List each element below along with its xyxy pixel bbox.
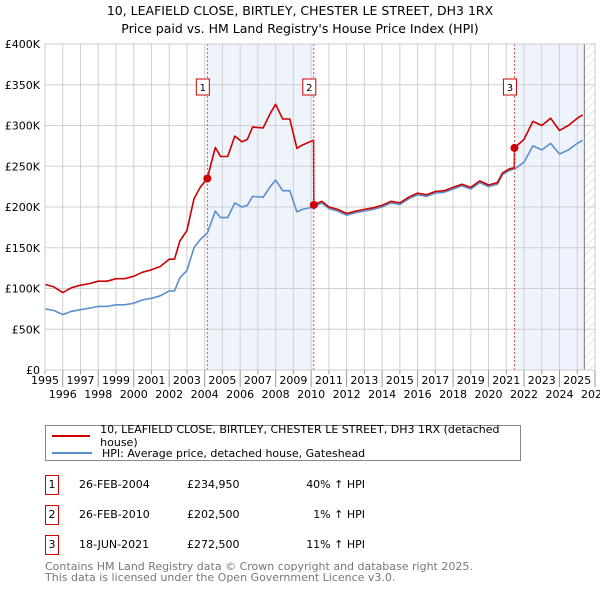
x-tick-label: 2003 xyxy=(173,374,201,387)
sale-marker: 3 xyxy=(45,535,59,555)
x-tick-label: 2019 xyxy=(457,374,485,387)
legend-swatch-red xyxy=(52,435,91,437)
footer-copyright: Contains HM Land Registry data © Crown c… xyxy=(45,560,473,573)
y-tick-label: £0 xyxy=(26,364,40,377)
x-tick-label: 1999 xyxy=(102,374,130,387)
sale-date: 26-FEB-2010 xyxy=(79,508,150,521)
legend-label: HPI: Average price, detached house, Gate… xyxy=(102,446,366,460)
sale-price: £272,500 xyxy=(187,538,240,551)
x-tick-label: 2004 xyxy=(191,388,219,401)
x-tick-label: 2015 xyxy=(386,374,414,387)
y-tick-label: £100K xyxy=(5,283,41,296)
sale-row: 3 18-JUN-2021 £272,500 11% ↑ HPI xyxy=(45,535,445,555)
y-tick-label: £350K xyxy=(5,79,41,92)
x-tick-label: 2026 xyxy=(581,388,600,401)
y-tick-label: £250K xyxy=(5,160,41,173)
sale-marker: 1 xyxy=(45,475,59,495)
plot-frame xyxy=(44,43,596,371)
x-tick-label: 2017 xyxy=(421,374,449,387)
sale-row: 2 26-FEB-2010 £202,500 1% ↑ HPI xyxy=(45,505,445,525)
x-tick-label: 2000 xyxy=(120,388,148,401)
sale-point xyxy=(510,143,519,152)
x-tick-label: 2020 xyxy=(475,388,503,401)
x-tick-label: 1996 xyxy=(49,388,77,401)
sale-row: 1 26-FEB-2004 £234,950 40% ↑ HPI xyxy=(45,475,445,495)
x-tick-label: 2012 xyxy=(333,388,361,401)
sale-label: 2 xyxy=(306,83,312,94)
legend-item-property: 10, LEAFIELD CLOSE, BIRTLEY, CHESTER LE … xyxy=(46,423,520,449)
x-tick-label: 2013 xyxy=(350,374,378,387)
sale-hpi-diff: 1% ↑ HPI xyxy=(313,508,365,521)
sale-marker: 2 xyxy=(45,505,59,525)
x-tick-label: 2005 xyxy=(208,374,236,387)
footer-licence: This data is licensed under the Open Gov… xyxy=(45,571,396,584)
property-price-line xyxy=(44,103,584,294)
sale-price: £234,950 xyxy=(187,478,240,491)
x-tick-label: 2002 xyxy=(155,388,183,401)
x-tick-label: 1997 xyxy=(66,374,94,387)
x-tick-label: 1998 xyxy=(84,388,112,401)
x-tick-label: 2024 xyxy=(546,388,574,401)
x-tick-label: 2010 xyxy=(297,388,325,401)
sale-date: 26-FEB-2004 xyxy=(79,478,150,491)
x-tick-label: 2025 xyxy=(563,374,591,387)
x-tick-label: 2006 xyxy=(226,388,254,401)
y-tick-label: £50K xyxy=(12,323,41,336)
x-tick-label: 2007 xyxy=(244,374,272,387)
x-tick-label: 2014 xyxy=(368,388,396,401)
x-tick-label: 2023 xyxy=(528,374,556,387)
legend-item-hpi: HPI: Average price, detached house, Gate… xyxy=(46,445,365,461)
y-tick-label: £200K xyxy=(5,201,41,214)
sale-label: 1 xyxy=(200,83,206,94)
chart-title: 10, LEAFIELD CLOSE, BIRTLEY, CHESTER LE … xyxy=(106,3,494,18)
sale-label-box xyxy=(195,78,210,96)
sale-label: 3 xyxy=(507,83,513,94)
sale-label-box xyxy=(502,78,517,96)
x-tick-label: 2021 xyxy=(492,374,520,387)
sale-date: 18-JUN-2021 xyxy=(79,538,150,551)
x-tick-label: 2011 xyxy=(315,374,343,387)
sale-label-box xyxy=(302,78,317,96)
chart-subtitle: Price paid vs. HM Land Registry's House … xyxy=(121,21,479,36)
sale-point xyxy=(309,200,318,209)
x-tick-label: 2008 xyxy=(262,388,290,401)
x-tick-label: 2016 xyxy=(404,388,432,401)
sale-point xyxy=(203,174,212,183)
sale-hpi-diff: 40% ↑ HPI xyxy=(306,478,365,491)
y-tick-label: £150K xyxy=(5,242,41,255)
y-tick-label: £300K xyxy=(5,120,41,133)
chart-legend: 10, LEAFIELD CLOSE, BIRTLEY, CHESTER LE … xyxy=(45,423,521,461)
x-tick-label: 2022 xyxy=(510,388,538,401)
sale-price: £202,500 xyxy=(187,508,240,521)
x-tick-label: 2018 xyxy=(439,388,467,401)
sale-hpi-diff: 11% ↑ HPI xyxy=(306,538,365,551)
x-tick-label: 2009 xyxy=(279,374,307,387)
x-tick-label: 1995 xyxy=(31,374,59,387)
legend-label: 10, LEAFIELD CLOSE, BIRTLEY, CHESTER LE … xyxy=(100,423,500,449)
legend-swatch-blue xyxy=(52,452,92,454)
y-tick-label: £400K xyxy=(5,38,41,51)
hpi-line xyxy=(44,139,584,316)
x-tick-label: 2001 xyxy=(137,374,165,387)
price-chart: 1 2 31995199619971998199920002001200220032… xyxy=(5,38,600,401)
